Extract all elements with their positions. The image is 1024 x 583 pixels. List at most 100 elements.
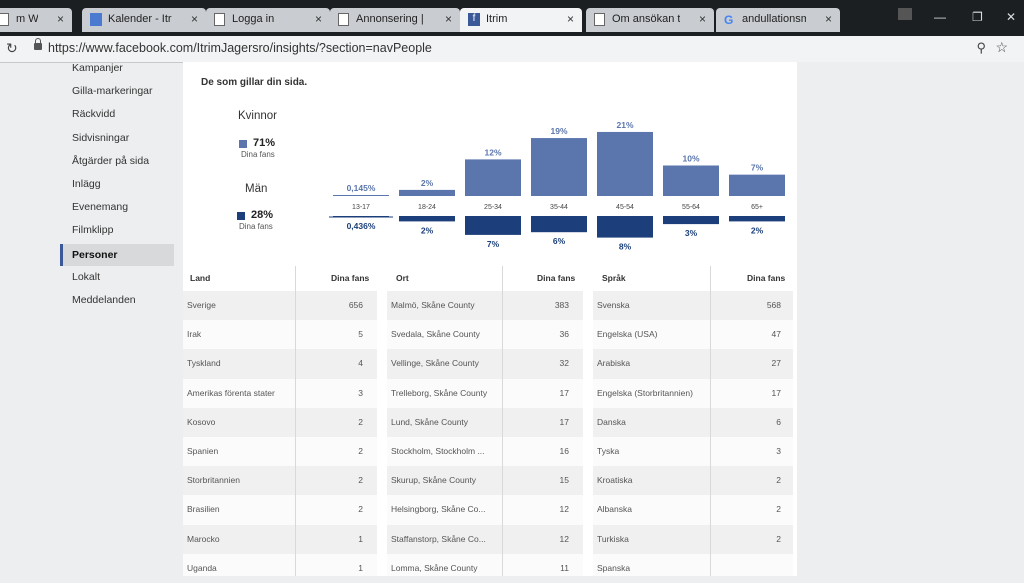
men-label: Män [245,183,268,195]
city-name: Malmö, Skåne County [391,300,475,310]
tab-title: Itrim [486,13,508,25]
language-table-row: Svenska 568 [593,291,793,321]
city-table: Ort Dina fans Malmö, Skåne County 383 Sved… [387,266,583,576]
men-bar [465,216,521,235]
city-name: Lomma, Skåne County [391,562,478,573]
tab-close-icon[interactable]: × [314,12,322,26]
zoom-icon[interactable]: ⚲ [976,40,986,55]
tab-close-icon[interactable]: × [824,12,832,26]
sidebar-item-räckvidd[interactable]: Räckvidd [72,108,116,120]
section-title: De som gillar din sida. [201,77,308,88]
language-fans-column-header[interactable]: Dina fans [747,273,786,283]
language-fans-count: 47 [771,329,781,340]
country-fans-count: 2 [358,475,363,486]
language-name: Engelska (USA) [597,329,658,340]
column-divider [502,266,503,576]
sidebar-item-evenemang[interactable]: Evenemang [72,201,129,213]
browser-tab[interactable]: Om ansökan till × [586,8,714,32]
country-table-row: Brasilien 2 [183,495,377,524]
tab-title: m World [16,13,38,25]
sidebar-item-lokalt[interactable]: Lokalt [72,271,101,283]
sidebar-item-inlägg[interactable]: Inlägg [72,178,101,190]
country-fans-count: 3 [358,387,363,398]
sidebar-item-kampanjer[interactable]: Kampanjer [72,62,123,74]
men-value-label: 6% [553,236,566,246]
browser-tab[interactable]: Gandullationsmas × [716,8,840,32]
tab-close-icon[interactable]: × [190,12,198,26]
city-table-header: Ort Dina fans [387,266,583,292]
women-bar [531,138,587,196]
city-table-row: Vellinge, Skåne County 32 [387,349,583,379]
reload-icon[interactable]: ↻ [6,40,18,56]
city-fans-count: 17 [559,387,569,398]
tab-title: Kalender - Itrim [108,13,172,25]
sidebar-item-personer[interactable]: Personer [60,244,174,266]
language-fans-count: 2 [776,475,781,486]
country-fans-count: 1 [358,562,363,573]
tab-close-icon[interactable]: × [56,12,64,26]
men-legend-swatch [237,212,245,220]
city-table-row: Stockholm, Stockholm ... 16 [387,437,583,466]
browser-tab[interactable]: m World × [0,8,72,32]
men-bar [531,216,587,233]
men-value-label: 8% [619,242,632,252]
city-name: Skurup, Skåne County [391,475,477,486]
sidebar-item-sidvisningar[interactable]: Sidvisningar [72,132,130,144]
sidebar-item-filmklipp[interactable]: Filmklipp [72,224,114,236]
country-name: Uganda [187,562,217,573]
city-name: Svedala, Skåne County [391,329,480,340]
browser-tab[interactable]: Logga in × [206,8,330,32]
tab-close-icon[interactable]: × [698,12,706,26]
close-window-icon[interactable]: ✕ [1006,10,1017,24]
language-table-row: Turkiska 2 [593,524,793,554]
browser-tab-bar: m World×Kalender - Itrim×Logga in×Annons… [0,0,1024,36]
language-name: Spanska [597,562,631,573]
browser-tab[interactable]: Annonsering | A × [330,8,460,32]
language-name: Svenska [597,300,630,310]
url-field[interactable]: https://www.facebook.com/ItrimJagersro/i… [48,41,432,55]
women-value-label: 2% [421,178,434,188]
men-bar [597,216,653,238]
browser-tab[interactable]: f Itrim × [460,8,582,32]
city-fans-count: 16 [559,446,569,456]
city-name: Stockholm, Stockholm ... [391,446,485,456]
country-table-row: Tyskland 4 [183,349,377,379]
women-label: Kvinnor [238,110,277,122]
sidebar-item-meddelanden[interactable]: Meddelanden [72,294,136,306]
country-name: Amerikas förenta stater [187,387,275,398]
women-bar [729,174,785,196]
country-table-row: Spanien 2 [183,437,377,466]
city-name: Vellinge, Skåne County [391,358,479,369]
language-name: Turkiska [597,533,629,544]
city-fans-count: 36 [559,329,569,340]
country-fans-column-header[interactable]: Dina fans [331,273,370,283]
browser-tab[interactable]: Kalender - Itrim × [82,8,206,32]
city-fans-count: 383 [554,300,569,310]
language-column-header[interactable]: Språk [602,273,626,283]
women-value-label: 0,145% [347,183,376,193]
sidebar-item-åtgärder-på-sida[interactable]: Åtgärder på sida [72,155,150,167]
sidebar-item-gilla-markeringar[interactable]: Gilla-markeringar [72,85,153,97]
city-fans-count: 11 [560,562,569,573]
minimize-icon[interactable]: — [934,10,946,24]
men-value-label: 7% [487,239,500,249]
country-name: Storbritannien [187,475,240,486]
page-background-right [797,62,1024,576]
tab-close-icon[interactable]: × [444,12,452,26]
city-fans-column-header[interactable]: Dina fans [537,273,576,283]
profile-icon[interactable] [898,8,912,20]
country-fans-count: 656 [348,300,363,310]
city-column-header[interactable]: Ort [396,273,409,283]
column-divider [710,266,711,576]
category-strip [323,197,793,215]
google-icon: G [724,13,734,27]
women-value-label: 19% [550,126,567,136]
city-table-row: Svedala, Skåne County 36 [387,320,583,349]
country-column-header[interactable]: Land [190,273,211,283]
tab-close-icon[interactable]: × [566,12,574,26]
country-fans-count: 1 [358,533,363,544]
bookmark-star-icon[interactable]: ☆ [995,39,1008,55]
restore-icon[interactable]: ❐ [972,10,983,24]
women-value-label: 10% [682,154,699,164]
women-bar [465,159,521,196]
